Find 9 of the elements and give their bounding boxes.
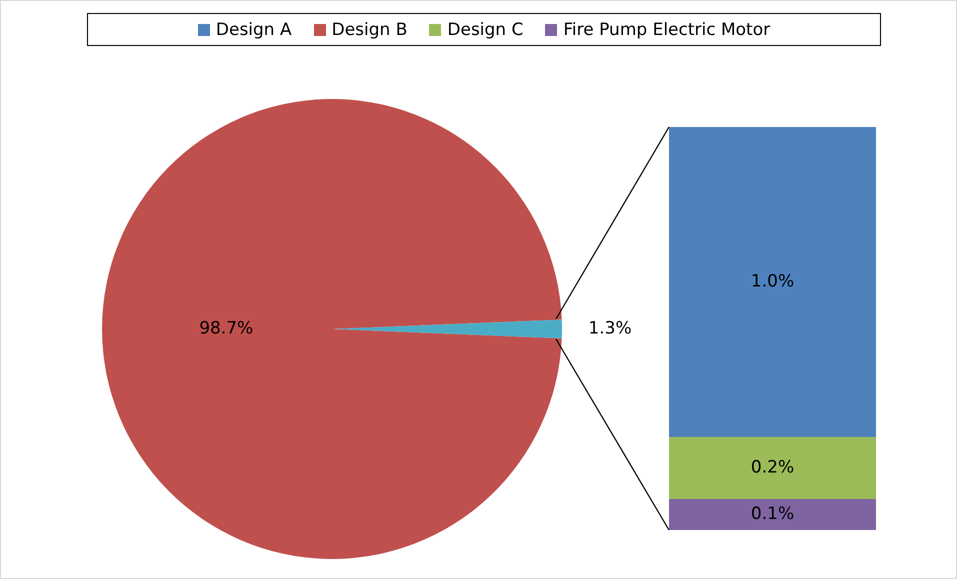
legend-label: Design A: [216, 20, 292, 40]
data-label: 98.7%: [199, 318, 254, 338]
legend-label: Design B: [332, 20, 408, 40]
data-label: 0.2%: [750, 457, 794, 478]
data-label: 1.0%: [750, 271, 794, 292]
legend-label: Fire Pump Electric Motor: [563, 20, 770, 40]
data-label: 1.3%: [588, 318, 632, 338]
legend-label: Design C: [447, 20, 524, 40]
data-label: 0.1%: [750, 504, 794, 524]
